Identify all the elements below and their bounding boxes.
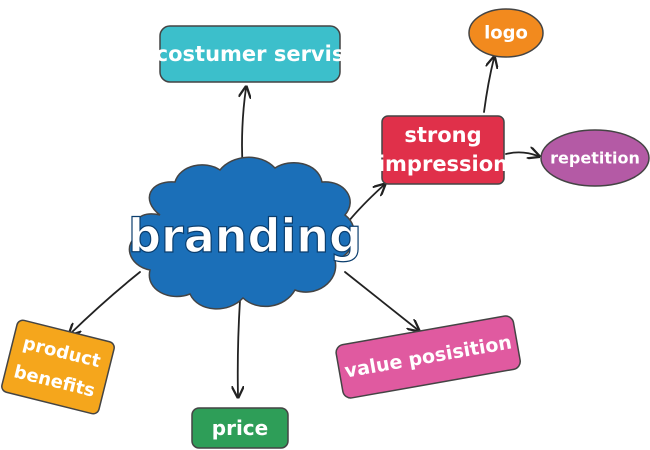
price-node: price bbox=[191, 407, 289, 449]
price-box bbox=[191, 407, 289, 449]
logo-ellipse bbox=[468, 8, 544, 58]
central-cloud-node: branding bbox=[128, 156, 362, 310]
customer-service-box bbox=[159, 25, 341, 83]
repetition-ellipse bbox=[540, 129, 650, 187]
value-position-node: value posisition bbox=[335, 315, 521, 399]
repetition-node: repetition bbox=[540, 129, 650, 187]
logo-label: logo bbox=[484, 23, 528, 44]
logo-node: logo bbox=[468, 8, 544, 58]
arrow-to-price bbox=[238, 299, 240, 396]
arrow-to-strong-impression bbox=[347, 185, 384, 223]
strong-impression-node: strong impression bbox=[378, 115, 508, 185]
product-benefits-node: product benefits bbox=[1, 319, 115, 415]
strong-impression-label-line1: strong bbox=[404, 123, 481, 147]
customer-service-label: costumer servis bbox=[156, 42, 345, 66]
value-position-box bbox=[335, 315, 521, 399]
connector-arrows bbox=[70, 58, 538, 396]
arrow-to-logo bbox=[483, 58, 494, 113]
arrow-to-value-position bbox=[344, 271, 418, 330]
customer-service-node: costumer servis bbox=[156, 25, 345, 83]
arrow-to-product-benefits bbox=[70, 271, 141, 334]
arrow-to-repetition bbox=[505, 152, 538, 156]
product-benefits-box bbox=[1, 319, 115, 415]
central-label: branding bbox=[128, 209, 362, 263]
repetition-label: repetition bbox=[550, 149, 640, 168]
strong-impression-box bbox=[381, 115, 505, 185]
cloud-shape bbox=[128, 156, 356, 310]
price-label: price bbox=[212, 416, 268, 440]
strong-impression-label-line2: impression bbox=[378, 152, 508, 176]
